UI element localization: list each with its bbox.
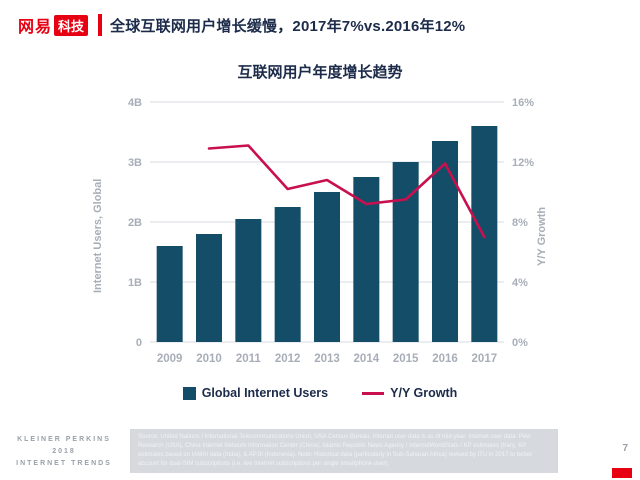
page-number: 7 [622, 443, 628, 454]
left-axis-label: Internet Users, Global [92, 178, 104, 294]
logo-netease-text: 网易 [18, 19, 53, 36]
svg-text:2017: 2017 [472, 353, 498, 365]
svg-text:2009: 2009 [157, 353, 183, 365]
svg-text:2016: 2016 [432, 353, 458, 365]
page-title: 全球互联网用户增长缓慢，2017年7%vs.2016年12% [110, 17, 466, 35]
svg-text:4B: 4B [128, 97, 142, 109]
svg-text:3B: 3B [128, 157, 142, 169]
corner-red-block [612, 468, 632, 478]
svg-text:0%: 0% [512, 337, 528, 349]
netease-tech-logo: 网易 科技 [18, 13, 89, 37]
bar-series-swatch [182, 386, 196, 400]
chart-title: 互联网用户年度增长趋势 [237, 64, 403, 81]
svg-text:1B: 1B [128, 277, 142, 289]
legend-item-bar: Global Internet Users [182, 386, 329, 400]
svg-text:0: 0 [136, 337, 142, 349]
svg-text:2014: 2014 [354, 353, 380, 365]
header: 网易 科技 全球互联网用户增长缓慢，2017年7%vs.2016年12% [0, 0, 640, 45]
line-series-swatch [362, 391, 385, 395]
logo-tech-badge: 科技 [54, 14, 89, 36]
legend-line-label: Y/Y Growth [390, 386, 458, 400]
svg-text:12%: 12% [512, 157, 534, 169]
right-axis-label: Y/Y Growth [536, 206, 548, 266]
legend-item-line: Y/Y Growth [362, 386, 457, 400]
svg-text:16%: 16% [512, 97, 534, 109]
svg-text:2B: 2B [128, 217, 142, 229]
kleiner-perkins-brand: KLEINER PERKINS 2018 INTERNET TRENDS [12, 434, 116, 470]
chart-svg: 0 0% 1B 4% 2B 8% 3B 12% 4B 16% 2009 2010 2011 2012 201… [128, 97, 534, 365]
svg-text:2012: 2012 [275, 353, 301, 365]
svg-text:8%: 8% [512, 217, 528, 229]
svg-text:2010: 2010 [196, 353, 222, 365]
brand-line3: INTERNET TRENDS [16, 460, 112, 468]
svg-text:2013: 2013 [314, 353, 340, 365]
svg-text:2015: 2015 [393, 353, 419, 365]
chart-area: Internet Users, Global 0 0% 1B 4% 2B 8% 3B 12% 4… [0, 86, 640, 386]
legend-bar-label: Global Internet Users [201, 386, 329, 400]
source-note: Source: United Nations / International T… [130, 429, 558, 473]
brand-line2: 2018 [52, 448, 76, 456]
svg-text:2011: 2011 [236, 353, 262, 365]
chart-legend: Global Internet Users Y/Y Growth [0, 386, 640, 400]
red-divider-bar [98, 14, 103, 36]
svg-text:4%: 4% [512, 277, 528, 289]
brand-line1: KLEINER PERKINS [17, 436, 111, 444]
